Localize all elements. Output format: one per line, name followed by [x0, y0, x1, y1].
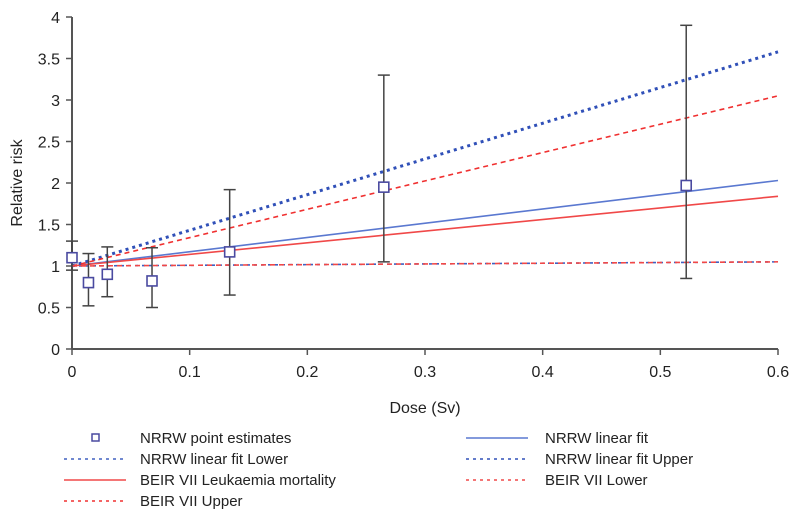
x-tick-label: 0.5 — [649, 364, 671, 381]
legend-label: NRRW linear fit Upper — [545, 451, 693, 468]
series-line-beir-vii-upper — [71, 95, 779, 267]
legend-label: BEIR VII Lower — [545, 472, 648, 489]
legend-label: NRRW linear fit — [545, 430, 649, 447]
legend-marker-point — [91, 433, 100, 442]
data-point — [66, 251, 78, 264]
x-tick-label: 0.3 — [414, 364, 436, 381]
y-tick-label: 0.5 — [38, 301, 60, 318]
y-tick-label: 2.5 — [38, 135, 60, 152]
legend-label: BEIR VII Leukaemia mortality — [140, 472, 336, 489]
x-tick-label: 0 — [68, 364, 77, 381]
x-tick-label: 0.2 — [296, 364, 318, 381]
data-point — [101, 268, 114, 281]
y-tick-label: 4 — [51, 10, 60, 27]
legend-label: NRRW linear fit Lower — [140, 451, 288, 468]
x-tick-label: 0.4 — [532, 364, 554, 381]
y-tick-label: 1 — [51, 259, 60, 276]
series-line-nrrw-linear-fit-upper — [71, 50, 779, 268]
x-tick-label: 0.6 — [767, 364, 789, 381]
legend-label: NRRW point estimates — [140, 430, 291, 447]
legend-label: BEIR VII Upper — [140, 493, 243, 510]
x-tick-label: 0.1 — [179, 364, 201, 381]
y-tick-label: 3 — [51, 93, 60, 110]
x-axis-label: Dose (Sv) — [389, 400, 460, 417]
y-tick-label: 0 — [51, 342, 60, 359]
series-line-beir-vii-leukaemia-mortality — [71, 195, 779, 267]
y-axis-label: Relative risk — [9, 138, 26, 226]
y-tick-label: 1.5 — [38, 218, 60, 235]
data-point — [223, 246, 236, 258]
data-point — [680, 179, 693, 192]
y-tick-label: 3.5 — [38, 52, 60, 69]
series-line-beir-vii-lower — [71, 261, 779, 267]
data-point — [146, 275, 158, 287]
data-point — [378, 181, 390, 193]
y-tick-label: 2 — [51, 176, 60, 193]
series-line-nrrw-linear-fit — [71, 179, 779, 267]
data-point — [82, 276, 95, 289]
